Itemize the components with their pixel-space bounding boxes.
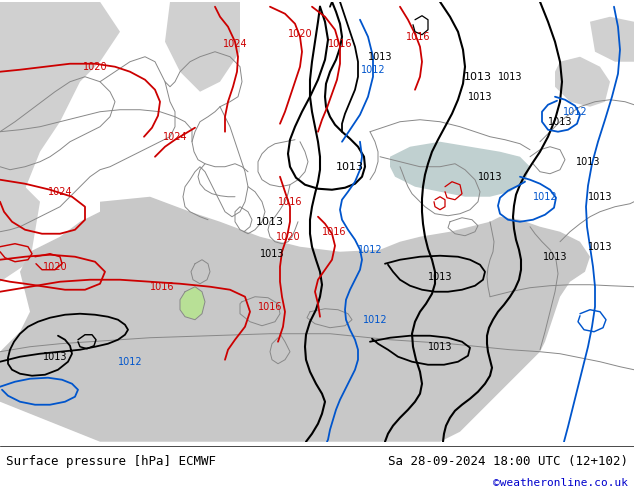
- Polygon shape: [165, 2, 240, 92]
- Text: 1012: 1012: [533, 192, 557, 202]
- Text: 1024: 1024: [163, 132, 187, 142]
- Text: 1016: 1016: [406, 32, 430, 42]
- Text: 1016: 1016: [321, 227, 346, 237]
- Text: 1020: 1020: [276, 232, 301, 242]
- Text: 1013: 1013: [428, 272, 452, 282]
- Text: 1013: 1013: [336, 162, 364, 172]
- Text: ©weatheronline.co.uk: ©weatheronline.co.uk: [493, 478, 628, 488]
- Text: 1013: 1013: [468, 92, 492, 102]
- Text: 1012: 1012: [563, 107, 587, 117]
- Text: 1013: 1013: [588, 242, 612, 252]
- Text: 1024: 1024: [223, 39, 247, 49]
- Text: 1020: 1020: [288, 29, 313, 39]
- Text: 1013: 1013: [576, 157, 600, 167]
- Text: 1013: 1013: [42, 352, 67, 362]
- Text: Surface pressure [hPa] ECMWF: Surface pressure [hPa] ECMWF: [6, 455, 216, 467]
- Polygon shape: [0, 196, 590, 441]
- Polygon shape: [590, 17, 634, 62]
- Polygon shape: [390, 142, 530, 196]
- Text: 1012: 1012: [118, 357, 142, 367]
- Text: 1013: 1013: [368, 52, 392, 62]
- Text: 1013: 1013: [498, 72, 522, 82]
- Text: 1013: 1013: [428, 342, 452, 352]
- Text: 1016: 1016: [150, 282, 174, 292]
- Text: Sa 28-09-2024 18:00 UTC (12+102): Sa 28-09-2024 18:00 UTC (12+102): [387, 455, 628, 467]
- Polygon shape: [0, 2, 120, 221]
- Text: 1013: 1013: [256, 217, 284, 227]
- Text: 1013: 1013: [260, 249, 284, 259]
- Text: 1016: 1016: [278, 196, 302, 207]
- Polygon shape: [0, 2, 90, 202]
- Text: 1016: 1016: [328, 39, 353, 49]
- Text: 1013: 1013: [478, 172, 502, 182]
- Text: 1012: 1012: [358, 245, 382, 255]
- Polygon shape: [0, 182, 40, 282]
- Text: 1024: 1024: [48, 187, 72, 196]
- Text: 1013: 1013: [548, 117, 573, 127]
- Text: 1020: 1020: [42, 262, 67, 272]
- Text: 1020: 1020: [82, 62, 107, 72]
- Polygon shape: [190, 304, 202, 316]
- Text: 1016: 1016: [258, 302, 282, 312]
- Text: 1013: 1013: [543, 252, 567, 262]
- Polygon shape: [170, 300, 190, 314]
- Text: 1013: 1013: [464, 72, 492, 82]
- Polygon shape: [180, 287, 205, 319]
- Text: 1012: 1012: [363, 315, 387, 325]
- Text: 1013: 1013: [588, 192, 612, 202]
- Polygon shape: [555, 57, 610, 107]
- Text: 1012: 1012: [361, 65, 385, 75]
